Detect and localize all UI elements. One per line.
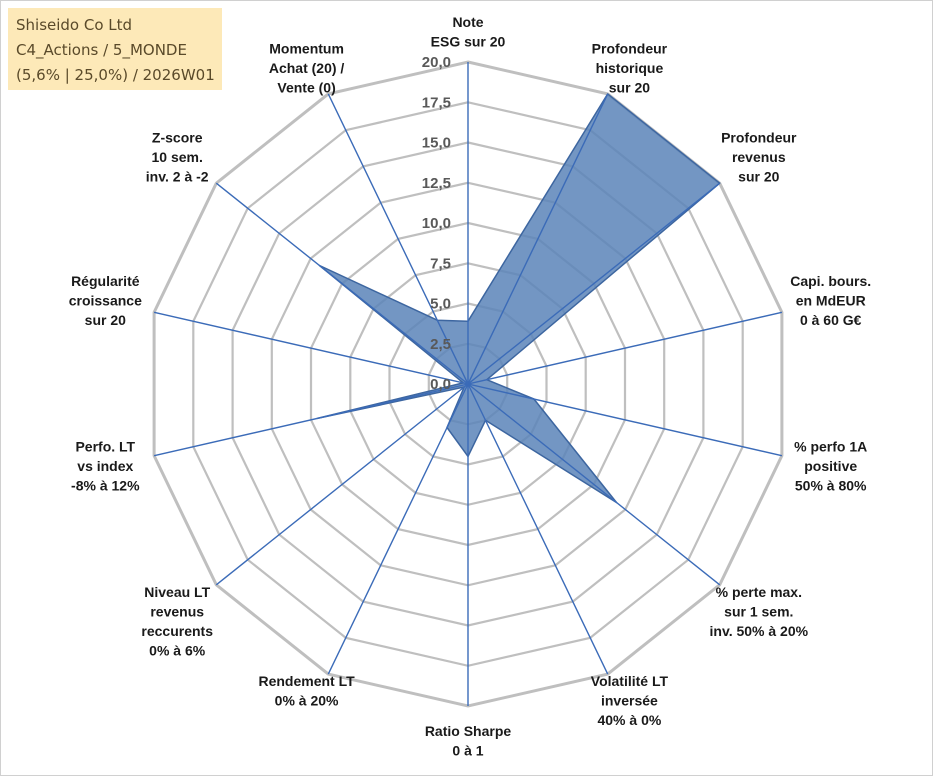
axis-label-6-line-0: Volatilité LT [591, 673, 669, 689]
axis-label-12-line-2: inv. 2 à -2 [146, 169, 209, 185]
axis-label-5-line-2: inv. 50% à 20% [710, 623, 809, 639]
tick-label-6: 15,0 [422, 135, 451, 152]
tick-label-1: 2,5 [430, 336, 451, 353]
axis-label-13-line-1: Achat (20) / [269, 60, 345, 76]
spoke-5 [467, 383, 721, 586]
axis-label-9: Niveau LT revenus reccurents 0% à 6% [141, 584, 213, 659]
axis-label-3-line-1: en MdEUR [796, 293, 866, 309]
spoke-1 [467, 93, 609, 385]
axis-label-10-line-1: vs index [77, 458, 133, 474]
axis-label-0: Note ESG sur 20 [431, 14, 506, 50]
axis-label-2-line-2: sur 20 [738, 169, 779, 185]
title-line-3: (5,6% | 25,0%) / 2026W01 [16, 66, 215, 84]
axis-label-11: Régularité croissance sur 20 [69, 273, 142, 328]
axis-label-6-line-2: 40% à 0% [597, 712, 661, 728]
tick-label-2: 5,0 [430, 296, 451, 313]
axis-label-1: Profondeur historique sur 20 [592, 40, 668, 95]
spoke-11 [153, 311, 469, 385]
chart-title-box: Shiseido Co Ltd C4_Actions / 5_MONDE (5,… [8, 8, 222, 90]
axis-label-4-line-2: 50% à 80% [795, 478, 867, 494]
axis-label-2: Profondeur revenus sur 20 [721, 130, 797, 185]
axis-label-13-line-2: Vente (0) [277, 79, 335, 95]
title-line-2: C4_Actions / 5_MONDE [16, 41, 187, 59]
axis-label-4: % perfo 1A positive 50% à 80% [794, 439, 867, 494]
axis-label-7: Ratio Sharpe 0 à 1 [425, 723, 512, 759]
title-line-1: Shiseido Co Ltd [16, 16, 133, 34]
spoke-6 [467, 383, 609, 675]
axis-label-8-line-0: Rendement LT [258, 673, 355, 689]
tick-label-7: 17,5 [422, 94, 451, 111]
axis-label-9-line-3: 0% à 6% [149, 642, 206, 658]
axis-label-11-line-0: Régularité [71, 273, 140, 289]
axis-label-12: Z-score 10 sem. inv. 2 à -2 [146, 130, 209, 185]
axis-label-6-line-1: inversée [601, 693, 658, 709]
axis-label-3-line-0: Capi. bours. [790, 273, 871, 289]
spoke-10 [153, 383, 469, 457]
axis-label-0-line-1: ESG sur 20 [431, 34, 506, 50]
axis-label-8-line-1: 0% à 20% [275, 693, 339, 709]
axis-label-12-line-0: Z-score [152, 130, 203, 146]
axis-label-6: Volatilité LT inversée 40% à 0% [591, 673, 669, 728]
spoke-2 [467, 182, 721, 385]
tick-label-4: 10,0 [422, 215, 451, 232]
axis-label-13-line-0: Momentum [269, 40, 344, 56]
axis-label-11-line-2: sur 20 [85, 312, 126, 328]
spoke-12 [215, 182, 469, 385]
axis-label-1-line-2: sur 20 [609, 79, 650, 95]
axis-label-10-line-0: Perfo. LT [75, 439, 135, 455]
tick-label-8: 20,0 [422, 54, 451, 71]
axis-label-0-line-0: Note [452, 14, 483, 30]
tick-label-0: 0,0 [430, 376, 451, 393]
axis-label-7-line-1: 0 à 1 [452, 743, 483, 759]
axis-label-9-line-0: Niveau LT [144, 584, 210, 600]
axis-label-3-line-2: 0 à 60 G€ [800, 312, 862, 328]
axis-label-13: Momentum Achat (20) / Vente (0) [269, 40, 345, 95]
axis-label-5-line-1: sur 1 sem. [724, 603, 793, 619]
spoke-9 [215, 383, 469, 586]
radar-axis-labels: Note ESG sur 20 Profondeur historique sur 20… [69, 14, 871, 759]
axis-label-11-line-1: croissance [69, 293, 142, 309]
axis-label-1-line-0: Profondeur [592, 40, 668, 56]
spoke-8 [327, 383, 469, 675]
axis-label-5-line-0: % perte max. [716, 584, 802, 600]
axis-label-4-line-1: positive [804, 458, 857, 474]
axis-label-12-line-1: 10 sem. [152, 149, 203, 165]
axis-label-1-line-1: historique [596, 60, 664, 76]
tick-label-3: 7,5 [430, 255, 451, 272]
axis-label-7-line-0: Ratio Sharpe [425, 723, 512, 739]
axis-label-10-line-2: -8% à 12% [71, 478, 140, 494]
radar-tick-labels: 0,0 2,5 5,0 7,5 10,0 12,5 15,0 17,5 20,0 [422, 54, 451, 393]
tick-label-5: 12,5 [422, 175, 451, 192]
radar-spokes [153, 62, 783, 706]
axis-label-2-line-0: Profondeur [721, 130, 797, 146]
axis-label-9-line-1: revenus [150, 603, 204, 619]
axis-label-4-line-0: % perfo 1A [794, 439, 867, 455]
spoke-4 [467, 383, 783, 457]
axis-label-5: % perte max. sur 1 sem. inv. 50% à 20% [710, 584, 809, 639]
spoke-13 [327, 93, 469, 385]
spoke-3 [467, 311, 783, 385]
axis-label-8: Rendement LT 0% à 20% [258, 673, 355, 709]
axis-label-10: Perfo. LT vs index -8% à 12% [71, 439, 140, 494]
axis-label-3: Capi. bours. en MdEUR 0 à 60 G€ [790, 273, 871, 328]
axis-label-2-line-1: revenus [732, 149, 786, 165]
axis-label-9-line-2: reccurents [141, 623, 213, 639]
